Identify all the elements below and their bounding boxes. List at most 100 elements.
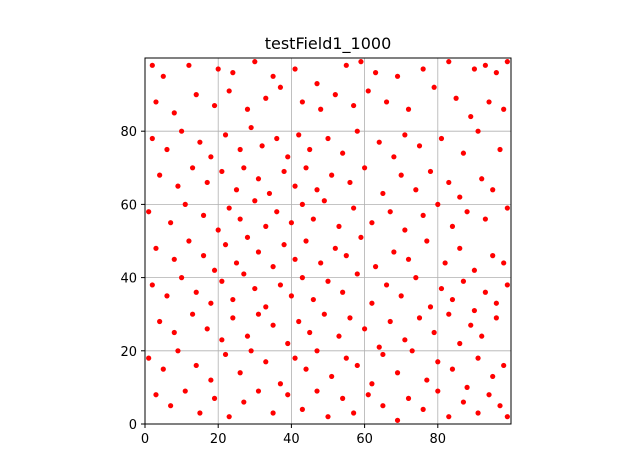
scatter-point (171, 110, 177, 116)
scatter-point (446, 311, 452, 317)
scatter-point (307, 329, 313, 336)
scatter-point (157, 172, 163, 178)
scatter-point (497, 403, 503, 409)
scatter-point (387, 318, 393, 325)
scatter-point (292, 256, 298, 262)
scatter-point (409, 348, 415, 354)
scatter-point (504, 282, 510, 288)
scatter-point (241, 399, 247, 405)
scatter-point (354, 128, 360, 134)
y-tick-label: 80 (120, 125, 137, 140)
scatter-point (504, 414, 510, 420)
y-tick-label: 40 (120, 272, 137, 287)
scatter-point (149, 62, 155, 68)
scatter-point (208, 377, 214, 383)
scatter-point (211, 267, 218, 273)
scatter-point (471, 307, 477, 314)
scatter-point (449, 366, 456, 372)
scatter-point (157, 318, 163, 325)
scatter-point (413, 187, 419, 193)
scatter-point (383, 99, 390, 105)
scatter-point (222, 132, 229, 138)
scatter-point (299, 406, 305, 412)
scatter-point (362, 326, 368, 332)
scatter-point (299, 99, 305, 105)
scatter-point (241, 271, 247, 277)
scatter-point (204, 179, 210, 186)
scatter-point (475, 410, 481, 416)
scatter-point (263, 359, 269, 365)
scatter-point (241, 165, 247, 171)
scatter-point (402, 227, 408, 233)
scatter-point (189, 165, 196, 171)
scatter-point (197, 139, 203, 145)
scatter-point (314, 388, 320, 394)
scatter-point (255, 249, 262, 255)
scatter-point (405, 106, 412, 112)
scatter-point (285, 392, 291, 398)
scatter-point (416, 315, 423, 321)
scatter-point (164, 146, 170, 153)
scatter-point (329, 172, 335, 178)
scatter-point (354, 362, 360, 369)
scatter-point (435, 388, 441, 394)
scatter-point (248, 348, 254, 354)
scatter-point (475, 355, 481, 361)
scatter-point (398, 293, 404, 299)
scatter-point (394, 417, 401, 423)
scatter-point (226, 205, 232, 211)
x-tick-label: 20 (210, 432, 227, 447)
scatter-point (424, 238, 430, 244)
scatter-point (321, 311, 327, 317)
scatter-point (486, 99, 492, 105)
scatter-point (168, 403, 174, 409)
scatter-point (347, 315, 353, 321)
scatter-point (211, 395, 218, 401)
scatter-point (307, 146, 313, 153)
scatter-point (493, 315, 499, 321)
scatter-point (471, 267, 477, 273)
scatter-point (200, 212, 207, 218)
scatter-point (266, 190, 273, 197)
scatter-point (222, 242, 229, 248)
scatter-point (255, 388, 262, 394)
data-points (146, 59, 510, 423)
scatter-point (149, 135, 155, 142)
scatter-point (387, 209, 393, 215)
scatter-point (369, 300, 375, 306)
scatter-point (475, 128, 481, 134)
scatter-point (449, 223, 456, 229)
scatter-point (208, 300, 214, 306)
scatter-point (277, 84, 284, 90)
scatter-point (431, 329, 437, 336)
scatter-point (479, 176, 485, 182)
x-tick-label: 40 (283, 432, 300, 447)
scatter-point (457, 245, 463, 251)
y-axis: 0 20 40 60 80 (120, 125, 145, 433)
x-tick-label: 0 (141, 432, 149, 447)
y-tick-label: 20 (120, 345, 137, 360)
scatter-point (446, 179, 452, 186)
scatter-point (446, 414, 452, 420)
scatter-point (303, 366, 309, 372)
scatter-point (336, 223, 342, 229)
scatter-point (354, 271, 360, 277)
plot-area-frame (144, 57, 512, 425)
scatter-point (435, 359, 441, 365)
scatter-point (358, 59, 364, 65)
scatter-point (413, 275, 419, 281)
scatter-point (497, 146, 503, 153)
scatter-point (347, 179, 353, 186)
scatter-point (468, 113, 474, 120)
scatter-point (369, 381, 375, 387)
scatter-point (160, 73, 166, 79)
scatter-point (263, 95, 269, 101)
scatter-point (314, 81, 320, 87)
scatter-point (252, 285, 258, 292)
scatter-point (431, 84, 437, 90)
scatter-point (372, 70, 379, 76)
scatter-point (193, 92, 199, 98)
scatter-point (365, 88, 371, 94)
scatter-point (501, 362, 507, 369)
scatter-point (457, 194, 463, 200)
